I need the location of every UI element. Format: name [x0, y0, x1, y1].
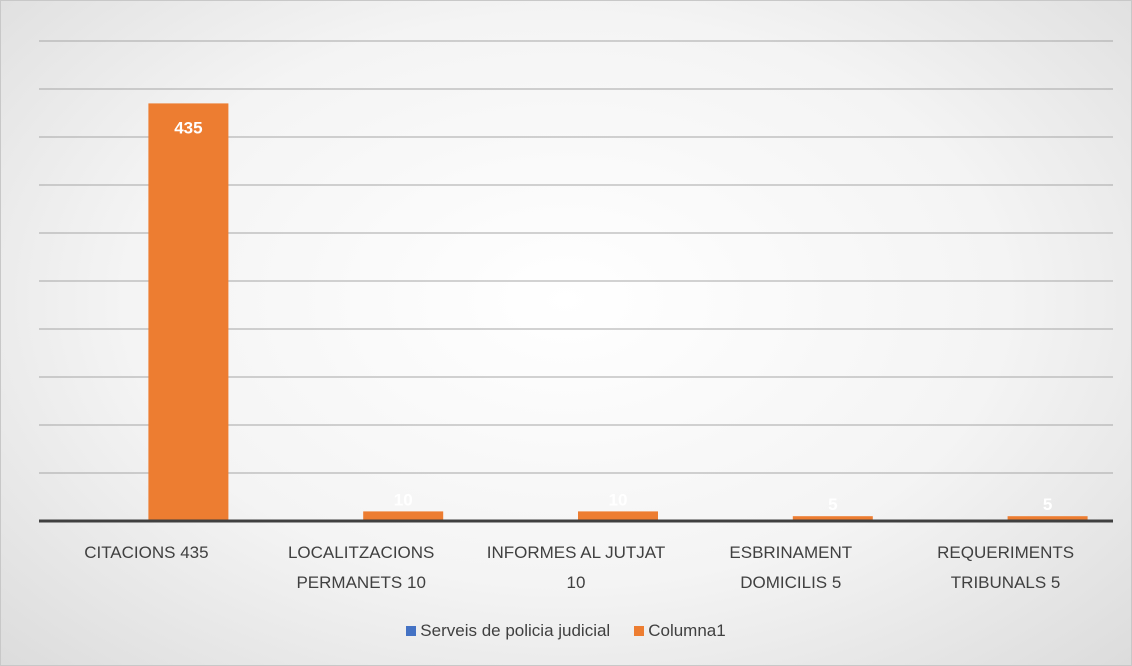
x-tick-label: ESBRINAMENT DOMICILIS 5: [729, 543, 853, 592]
x-tick-label: INFORMES AL JUTJAT 10: [486, 543, 666, 592]
legend-label: Serveis de policia judicial: [420, 621, 611, 640]
data-label: 5: [1043, 495, 1052, 514]
bar: [578, 511, 658, 521]
legend: Serveis de policia judicial Columna1: [1, 621, 1131, 641]
legend-label: Columna1: [648, 621, 726, 640]
x-tick-label: CITACIONS 435: [84, 543, 209, 562]
x-tick-label: LOCALITZACIONS PERMANETS 10: [287, 543, 435, 592]
bar: [1007, 516, 1088, 521]
legend-swatch: [406, 626, 417, 636]
legend-swatch: [634, 626, 645, 636]
legend-item: Columna1: [634, 621, 726, 641]
legend-item: Serveis de policia judicial: [406, 621, 610, 641]
bar: [148, 103, 229, 522]
data-label: 435: [174, 118, 202, 137]
x-tick-label: REQUERIMENTS TRIBUNALS 5: [937, 543, 1075, 592]
data-label: 10: [609, 490, 628, 509]
bar: [363, 511, 444, 521]
bar: [792, 516, 873, 521]
data-label: 5: [828, 495, 837, 514]
data-label: 10: [394, 490, 413, 509]
